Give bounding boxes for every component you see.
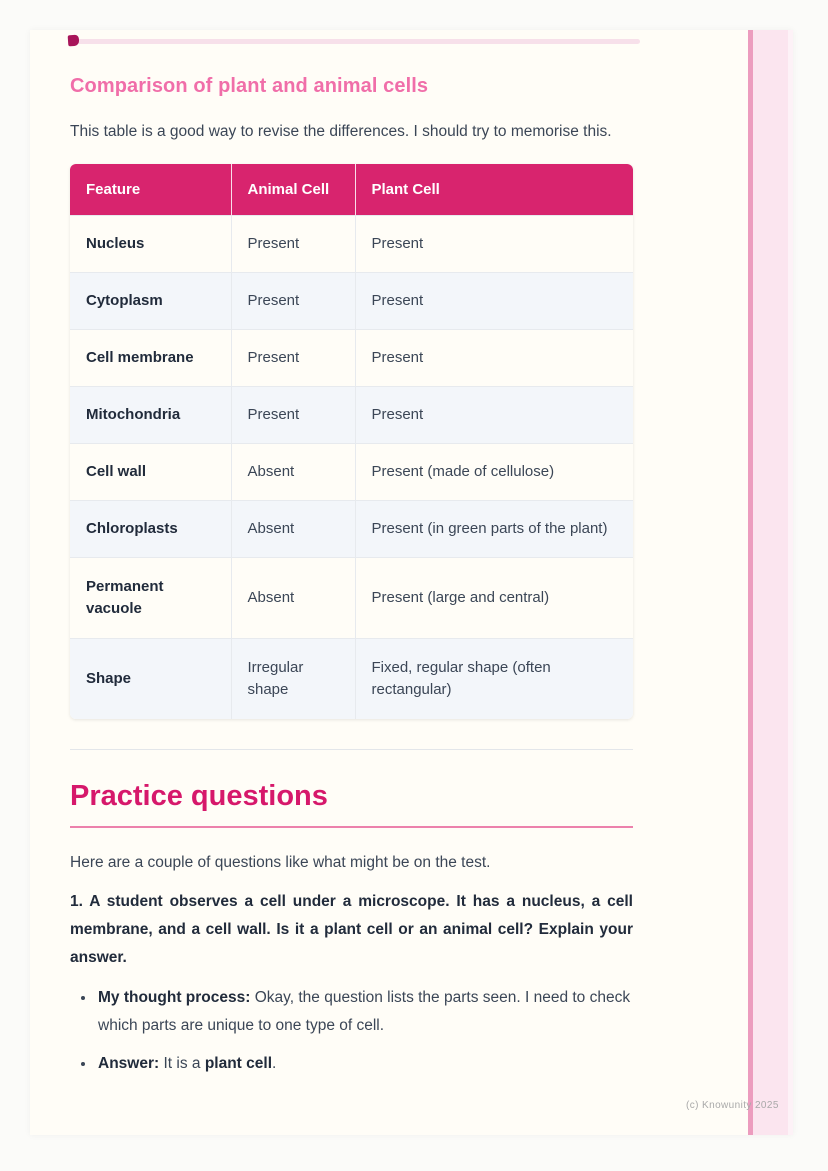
value-cell: Present xyxy=(354,215,633,273)
value-cell: Present (made of cellulose) xyxy=(354,443,633,501)
table-row: Permanent vacuole Absent Present (large an… xyxy=(70,557,633,639)
comparison-table-body: Nucleus Present Present Cytoplasm Present Pre… xyxy=(70,215,633,719)
value-cell: Present (large and central) xyxy=(354,557,633,639)
previous-section-divider xyxy=(74,39,640,44)
value-cell: Present xyxy=(230,386,356,444)
value-cell: Present xyxy=(230,272,356,330)
feature-cell: Permanent vacuole xyxy=(70,557,232,639)
table-row: Shape Irregular shape Fixed, regular shape… xyxy=(70,638,633,719)
page-edge-stripe xyxy=(748,30,793,1135)
table-row: Chloroplasts Absent Present (in green part… xyxy=(70,500,633,558)
column-header: Plant Cell xyxy=(355,164,633,216)
comparison-table-wrapper: Feature Animal Cell Plant Cell Nucleus Pres… xyxy=(70,164,633,719)
value-cell: Fixed, regular shape (often rectangular) xyxy=(354,638,633,719)
table-header-row: Feature Animal Cell Plant Cell xyxy=(70,164,633,216)
feature-cell: Nucleus xyxy=(70,215,232,273)
feature-cell: Cell membrane xyxy=(70,329,232,387)
comparison-section-heading: Comparison of plant and animal cells xyxy=(70,75,429,97)
feature-cell: Mitochondria xyxy=(70,386,232,444)
comparison-table: Feature Animal Cell Plant Cell Nucleus Pres… xyxy=(70,164,633,719)
table-row: Mitochondria Present Present xyxy=(70,386,633,444)
section-divider xyxy=(70,749,633,750)
practice-section-heading: Practice questions xyxy=(70,778,633,828)
practice-intro-paragraph: Here are a couple of questions like what… xyxy=(70,854,491,871)
column-header: Feature xyxy=(70,164,232,216)
table-row: Cytoplasm Present Present xyxy=(70,272,633,330)
answer-bullet-item: Answer: It is a plant cell. xyxy=(96,1050,633,1078)
table-row: Cell membrane Present Present xyxy=(70,329,633,387)
practice-question-1: 1. A student observes a cell under a mic… xyxy=(70,893,633,966)
value-cell: Absent xyxy=(230,443,356,501)
feature-cell: Cell wall xyxy=(70,443,232,501)
feature-cell: Shape xyxy=(70,638,232,719)
column-header: Animal Cell xyxy=(231,164,356,216)
value-cell: Absent xyxy=(230,500,356,558)
table-row: Nucleus Present Present xyxy=(70,215,633,273)
answer-bullet-list: My thought process: Okay, the question l… xyxy=(70,984,633,1078)
value-cell: Present xyxy=(230,215,356,273)
copyright-watermark: (c) Knowunity 2025 xyxy=(686,1100,779,1111)
value-cell: Absent xyxy=(230,557,356,639)
document-content: Comparison of plant and animal cells Thi… xyxy=(70,30,633,1078)
value-cell: Present xyxy=(230,329,356,387)
comparison-intro-paragraph: This table is a good way to revise the d… xyxy=(70,123,612,140)
value-cell: Present xyxy=(354,272,633,330)
value-cell: Present (in green parts of the plant) xyxy=(354,500,633,558)
table-row: Cell wall Absent Present (made of cellulos… xyxy=(70,443,633,501)
feature-cell: Chloroplasts xyxy=(70,500,232,558)
value-cell: Irregular shape xyxy=(230,638,356,719)
value-cell: Present xyxy=(354,386,633,444)
document-page: Comparison of plant and animal cells Thi… xyxy=(30,30,793,1135)
feature-cell: Cytoplasm xyxy=(70,272,232,330)
value-cell: Present xyxy=(354,329,633,387)
answer-bullet-item: My thought process: Okay, the question l… xyxy=(96,984,633,1040)
